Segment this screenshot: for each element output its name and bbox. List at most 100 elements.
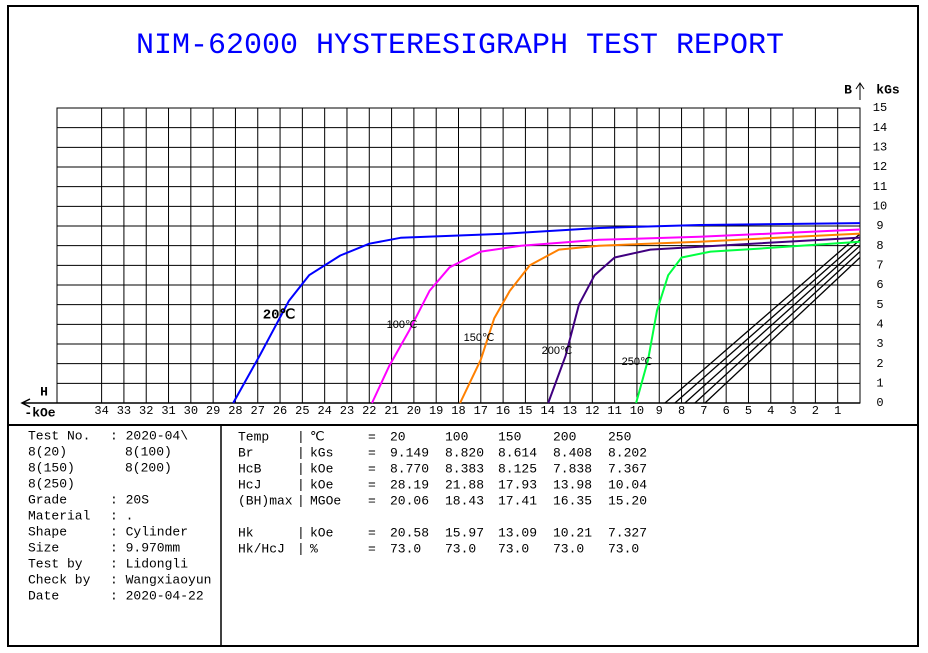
result-value: 250 xyxy=(608,429,631,444)
x-tick-label: 12 xyxy=(585,404,599,418)
x-tick-label: 13 xyxy=(563,404,577,418)
curve-label: 150℃ xyxy=(464,332,495,344)
result-value: 73.0 xyxy=(553,541,584,556)
x-tick-label: 26 xyxy=(273,404,287,418)
y-axis-label: B xyxy=(844,82,852,97)
y-unit-label: kGs xyxy=(876,82,900,97)
result-value: 7.367 xyxy=(608,461,647,476)
x-tick-label: 6 xyxy=(723,404,730,418)
x-tick-label: 20 xyxy=(407,404,421,418)
y-tick-label: 3 xyxy=(876,337,883,351)
result-value: 8.408 xyxy=(553,445,592,460)
y-tick-label: 0 xyxy=(876,396,883,410)
x-tick-label: 15 xyxy=(518,404,532,418)
result-value: 20 xyxy=(390,429,406,444)
result-value: 100 xyxy=(445,429,468,444)
y-tick-label: 13 xyxy=(873,141,887,155)
info-label: Test by xyxy=(28,556,83,571)
result-label: Hk xyxy=(238,525,254,540)
result-value: 150 xyxy=(498,429,521,444)
info-label: Date xyxy=(28,588,59,603)
result-value: 73.0 xyxy=(445,541,476,556)
separator: | xyxy=(297,525,305,540)
y-tick-label: 12 xyxy=(873,160,887,174)
x-tick-label: 22 xyxy=(362,404,376,418)
x-tick-label: 8 xyxy=(678,404,685,418)
x-tick-label: 23 xyxy=(340,404,354,418)
recoil-line xyxy=(704,257,861,404)
result-unit: kOe xyxy=(310,525,333,540)
y-tick-label: 6 xyxy=(876,278,883,292)
result-label: Hk/HcJ xyxy=(238,541,285,556)
info-label: Test No. xyxy=(28,428,90,443)
info-value: : . xyxy=(110,508,133,523)
curve-label: 250℃ xyxy=(622,356,653,368)
y-tick-label: 1 xyxy=(876,377,883,391)
result-value: 8.125 xyxy=(498,461,537,476)
result-value: 7.327 xyxy=(608,525,647,540)
result-value: 15.97 xyxy=(445,525,484,540)
result-value: 10.21 xyxy=(553,525,592,540)
result-value: 8.202 xyxy=(608,445,647,460)
result-value: 21.88 xyxy=(445,477,484,492)
x-tick-label: 2 xyxy=(812,404,819,418)
result-value: 10.04 xyxy=(608,477,647,492)
info-label: Check by xyxy=(28,572,91,587)
info-value: 8(200) xyxy=(125,460,172,475)
x-tick-label: 25 xyxy=(295,404,309,418)
result-unit: kOe xyxy=(310,461,333,476)
equals: = xyxy=(368,493,376,508)
info-label: 8(250) xyxy=(28,476,75,491)
result-value: 8.383 xyxy=(445,461,484,476)
curve-label: 200℃ xyxy=(542,345,573,357)
result-value: 20.06 xyxy=(390,493,429,508)
result-value: 15.20 xyxy=(608,493,647,508)
curve-label: 20℃ xyxy=(263,308,296,324)
curve xyxy=(635,240,861,404)
result-value: 20.58 xyxy=(390,525,429,540)
result-value: 73.0 xyxy=(390,541,421,556)
separator: | xyxy=(297,477,305,492)
x-tick-label: 33 xyxy=(117,404,131,418)
curve xyxy=(547,236,861,404)
result-label: Temp xyxy=(238,429,269,444)
equals: = xyxy=(368,477,376,492)
info-value: : 20S xyxy=(110,492,149,507)
equals: = xyxy=(368,461,376,476)
x-tick-label: 32 xyxy=(139,404,153,418)
x-tick-label: 9 xyxy=(656,404,663,418)
result-value: 13.98 xyxy=(553,477,592,492)
info-value: : Cylinder xyxy=(110,524,188,539)
result-unit: MGOe xyxy=(310,493,341,508)
result-value: 200 xyxy=(553,429,576,444)
x-tick-label: 5 xyxy=(745,404,752,418)
info-label: 8(20) xyxy=(28,444,67,459)
y-tick-label: 8 xyxy=(876,239,883,253)
info-label: Size xyxy=(28,540,59,555)
x-tick-label: 10 xyxy=(630,404,644,418)
info-value: 8(100) xyxy=(125,444,172,459)
result-value: 8.770 xyxy=(390,461,429,476)
result-unit: ℃ xyxy=(310,429,325,444)
y-tick-label: 10 xyxy=(873,200,887,214)
result-label: HcB xyxy=(238,461,262,476)
separator: | xyxy=(297,429,305,444)
result-value: 17.93 xyxy=(498,477,537,492)
x-tick-label: 19 xyxy=(429,404,443,418)
x-tick-label: 1 xyxy=(834,404,841,418)
recoil-line xyxy=(694,251,861,404)
info-label: 8(150) xyxy=(28,460,75,475)
x-tick-label: 16 xyxy=(496,404,510,418)
recoil-line xyxy=(664,233,861,404)
info-label: Material xyxy=(28,508,91,523)
y-tick-label: 11 xyxy=(873,180,887,194)
x-tick-label: 11 xyxy=(607,404,621,418)
result-label: (BH)max xyxy=(238,493,293,508)
separator: | xyxy=(297,493,305,508)
y-arrow xyxy=(855,82,865,100)
result-value: 7.838 xyxy=(553,461,592,476)
info-value: : 2020-04\ xyxy=(110,428,188,443)
result-value: 8.820 xyxy=(445,445,484,460)
x-tick-label: 31 xyxy=(161,404,175,418)
